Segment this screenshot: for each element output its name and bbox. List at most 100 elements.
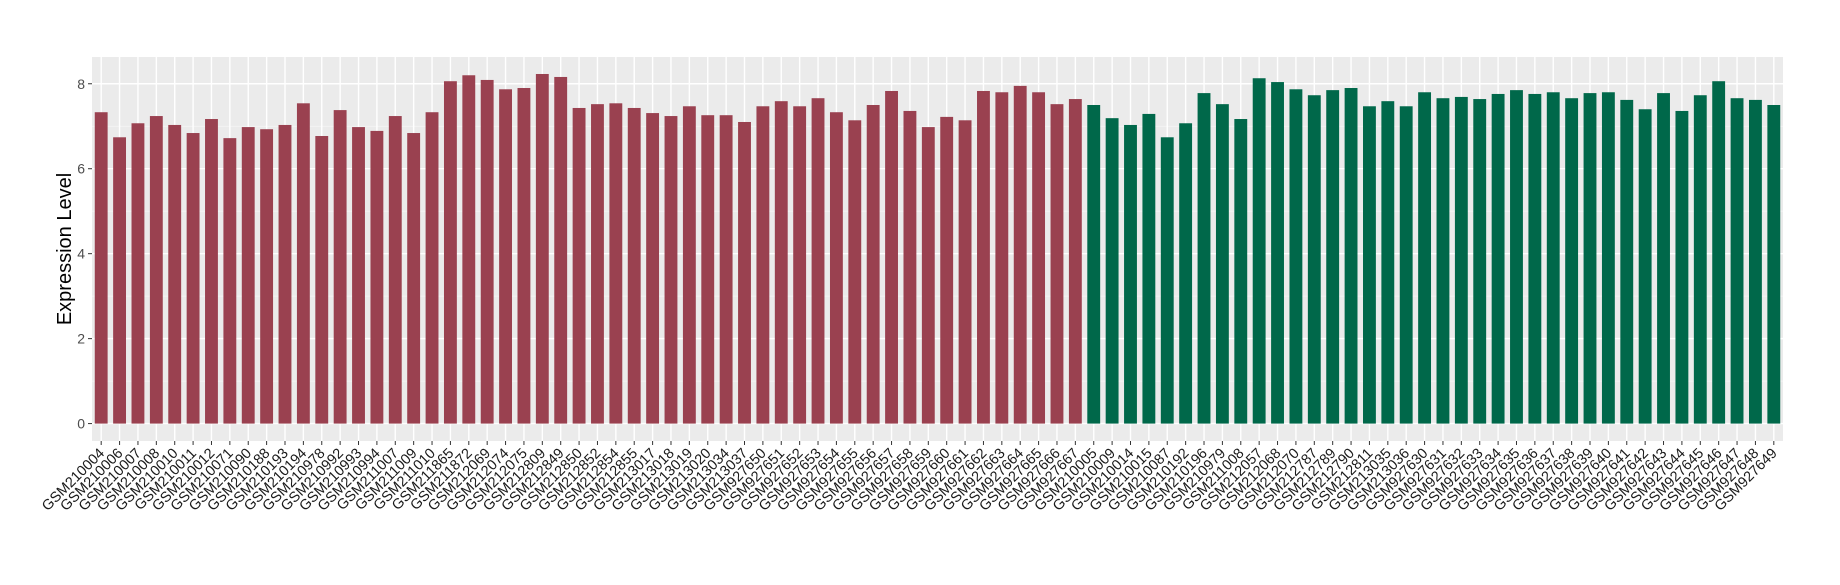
bar-GSM210011 bbox=[186, 133, 200, 424]
bar-GSM210087 bbox=[1160, 137, 1174, 424]
bar-GSM927637 bbox=[1546, 92, 1560, 424]
bar-GSM212809 bbox=[535, 73, 549, 424]
bar-GSM211865 bbox=[443, 81, 457, 424]
bar-GSM211009 bbox=[407, 133, 421, 424]
bar-GSM212070 bbox=[1289, 89, 1303, 424]
bar-GSM210194 bbox=[296, 103, 310, 424]
bar-GSM212787 bbox=[1307, 95, 1321, 424]
y-tick-label: 8 bbox=[77, 76, 85, 92]
bar-GSM212057 bbox=[1252, 78, 1266, 424]
bar-GSM927636 bbox=[1528, 93, 1542, 424]
bar-GSM927658 bbox=[903, 110, 917, 424]
bar-GSM927648 bbox=[1748, 99, 1762, 424]
bar-GSM212852 bbox=[591, 104, 604, 424]
bar-GSM210014 bbox=[1124, 124, 1137, 424]
bar-GSM210004 bbox=[94, 112, 108, 424]
bar-GSM927661 bbox=[958, 120, 972, 424]
bar-GSM927639 bbox=[1583, 93, 1597, 424]
bar-GSM210009 bbox=[1105, 118, 1119, 424]
bar-GSM211007 bbox=[388, 116, 402, 424]
bar-GSM210192 bbox=[1179, 123, 1193, 424]
bar-GSM213018 bbox=[664, 116, 678, 424]
bar-GSM212854 bbox=[609, 103, 623, 424]
bar-GSM927630 bbox=[1418, 92, 1432, 424]
bar-GSM927631 bbox=[1436, 98, 1450, 424]
bar-GSM927664 bbox=[1013, 85, 1027, 424]
bar-GSM927643 bbox=[1657, 93, 1670, 424]
bar-GSM210992 bbox=[333, 110, 347, 424]
bar-GSM927656 bbox=[866, 105, 880, 424]
bar-GSM210979 bbox=[1215, 104, 1229, 424]
bar-GSM927654 bbox=[829, 112, 843, 424]
bar-GSM212075 bbox=[517, 88, 531, 424]
bar-GSM211872 bbox=[462, 75, 476, 424]
bar-GSM927655 bbox=[848, 120, 862, 424]
bar-GSM927646 bbox=[1712, 81, 1726, 424]
bar-GSM927659 bbox=[921, 127, 935, 424]
y-tick-label: 2 bbox=[77, 331, 85, 347]
bar-GSM927660 bbox=[940, 116, 954, 424]
bar-GSM210994 bbox=[370, 130, 384, 424]
bar-GSM210007 bbox=[131, 123, 145, 424]
bar-GSM212069 bbox=[480, 79, 494, 424]
y-tick-label: 0 bbox=[77, 416, 85, 432]
bar-GSM211010 bbox=[425, 112, 439, 424]
bar-GSM210193 bbox=[278, 124, 292, 424]
bar-GSM210012 bbox=[205, 119, 218, 424]
bar-GSM927650 bbox=[756, 106, 770, 424]
bar-GSM210008 bbox=[149, 116, 163, 424]
bar-GSM927635 bbox=[1510, 90, 1523, 424]
bar-GSM927666 bbox=[1050, 104, 1064, 424]
bar-GSM212855 bbox=[627, 107, 641, 424]
bar-GSM212811 bbox=[1363, 106, 1376, 424]
bar-GSM927652 bbox=[793, 106, 807, 424]
bar-GSM211008 bbox=[1234, 119, 1248, 424]
bar-GSM927649 bbox=[1767, 105, 1781, 424]
bar-GSM212850 bbox=[572, 107, 586, 424]
y-tick-label: 4 bbox=[77, 246, 85, 262]
bar-GSM210090 bbox=[241, 127, 255, 424]
bar-GSM927634 bbox=[1491, 93, 1505, 424]
bar-GSM210010 bbox=[168, 124, 182, 424]
bar-GSM927657 bbox=[885, 90, 898, 424]
bar-GSM927667 bbox=[1068, 99, 1082, 424]
bar-GSM927638 bbox=[1565, 98, 1579, 424]
bar-GSM927645 bbox=[1693, 95, 1707, 424]
bars bbox=[94, 73, 1781, 424]
bar-GSM210071 bbox=[223, 138, 237, 424]
bar-GSM927663 bbox=[995, 92, 1009, 424]
bar-GSM927653 bbox=[811, 98, 825, 424]
bar-GSM213017 bbox=[646, 113, 660, 424]
bar-GSM927662 bbox=[977, 90, 990, 424]
y-axis: 0 2 4 6 8 bbox=[77, 76, 92, 432]
bar-GSM213037 bbox=[738, 121, 751, 424]
bar-GSM210978 bbox=[315, 136, 329, 424]
bar-GSM927651 bbox=[774, 101, 788, 424]
bar-GSM927665 bbox=[1032, 92, 1046, 424]
bar-GSM927642 bbox=[1638, 109, 1652, 424]
bar-GSM212074 bbox=[499, 89, 512, 424]
bar-GSM210196 bbox=[1197, 93, 1211, 424]
y-axis-title: Expression Level bbox=[54, 173, 76, 325]
bar-GSM213019 bbox=[682, 106, 696, 424]
bar-GSM213020 bbox=[701, 115, 715, 424]
bar-GSM212789 bbox=[1326, 90, 1340, 424]
x-axis: GSM210004GSM210006GSM210007GSM210008GSM2… bbox=[39, 441, 1781, 514]
bar-GSM212849 bbox=[554, 76, 568, 424]
bar-GSM927632 bbox=[1454, 96, 1468, 424]
bar-GSM213036 bbox=[1399, 106, 1413, 424]
bar-GSM210005 bbox=[1087, 105, 1101, 424]
bar-GSM210006 bbox=[113, 137, 127, 424]
bar-GSM213034 bbox=[719, 115, 733, 424]
bar-GSM212790 bbox=[1344, 88, 1358, 424]
bar-GSM210993 bbox=[352, 127, 365, 424]
bar-GSM927647 bbox=[1730, 98, 1744, 424]
bar-GSM213035 bbox=[1381, 101, 1395, 424]
bar-GSM927640 bbox=[1601, 92, 1615, 424]
bar-GSM927641 bbox=[1620, 99, 1634, 424]
bar-GSM210188 bbox=[260, 129, 274, 424]
bar-GSM212068 bbox=[1271, 82, 1284, 424]
bar-GSM927633 bbox=[1473, 99, 1487, 424]
bar-GSM210015 bbox=[1142, 113, 1156, 424]
